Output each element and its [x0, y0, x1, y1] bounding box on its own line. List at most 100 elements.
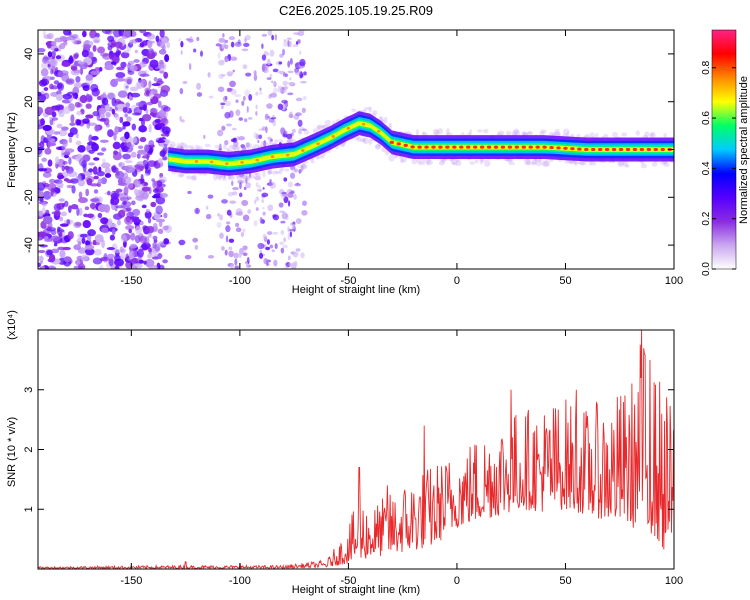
spectrogram-speckle [130, 151, 137, 158]
spectrogram-speckle [112, 152, 122, 161]
spectrogram-speckle [179, 87, 184, 95]
spectrogram-speckle [85, 114, 94, 119]
spectrogram-speckle [224, 249, 228, 256]
spectrogram-speckle [90, 197, 101, 204]
spectrogram-speckle [181, 119, 185, 123]
spectrogram-speckle [421, 131, 426, 136]
spectrogram-speckle [72, 92, 79, 99]
spectrogram-speckle [269, 73, 273, 79]
spectrogram-speckle [38, 249, 46, 254]
spectrogram-speckle [155, 218, 166, 223]
spectrogram-speckle [115, 188, 123, 193]
spectrogram-speckle [617, 161, 625, 168]
spectrogram-speckle [50, 248, 60, 254]
spectrogram-speckle [278, 168, 283, 175]
spectrogram-speckle [266, 77, 272, 81]
spectrogram-speckle [269, 244, 274, 249]
spectrogram-speckle [219, 232, 224, 239]
spectrogram-speckle [276, 70, 282, 74]
spectrogram-speckle [118, 148, 122, 154]
spectrogram-speckle [535, 145, 540, 149]
spectrogram-speckle [523, 158, 531, 163]
spectrogram-speckle [272, 68, 279, 73]
spectrogram-speckle [153, 93, 162, 99]
spectrogram-speckle [179, 115, 182, 122]
spectrogram-speckle [114, 41, 123, 48]
spectrogram-speckle [120, 61, 127, 68]
spectrogram-speckle [92, 257, 103, 265]
spectrogram-speckle [110, 196, 120, 206]
spectrogram-speckle [287, 181, 293, 188]
spectrogram-speckle [75, 140, 82, 146]
spectrogram-speckle [98, 264, 104, 269]
spectrogram-speckle [507, 145, 513, 149]
spectrogram-speckle [157, 252, 163, 260]
spectrogram-speckle [99, 139, 109, 143]
colorbar-tick-label: 0.0 [701, 262, 712, 276]
spectrogram-speckle [450, 157, 455, 165]
spectrogram-speckle [269, 179, 272, 184]
spectrogram-speckle [62, 160, 68, 165]
spectrogram-speckle [126, 116, 132, 122]
spectrogram-speckle [300, 164, 304, 172]
spectrogram-speckle [257, 139, 260, 144]
spectrogram-speckle [119, 197, 130, 202]
spectrogram-speckle [241, 100, 245, 106]
spectrogram-speckle [38, 262, 42, 268]
spectrogram-speckle [58, 232, 63, 238]
spectrogram-speckle [542, 145, 547, 149]
spectrogram-speckle [388, 154, 395, 162]
spectrogram-speckle [73, 221, 82, 229]
spectrogram-speckle [140, 178, 144, 185]
spectrogram-speckle [82, 154, 91, 162]
spectrogram-speckle [85, 74, 94, 81]
spectrogram-speckle [234, 41, 242, 47]
spectrogram-speckle [122, 153, 131, 160]
spectrogram-speckle [453, 160, 458, 166]
spectrogram-speckle [120, 51, 130, 59]
spectrogram-speckle [227, 87, 233, 91]
spectrogram-speckle [84, 244, 95, 250]
spectrogram-speckle [180, 50, 183, 55]
spectrogram-speckle [142, 191, 149, 200]
spectrogram-speckle [195, 208, 199, 214]
spectrogram-speckle [135, 226, 143, 235]
spectrogram-speckle [122, 176, 132, 184]
spectrogram-speckle [400, 159, 405, 163]
spectrogram-speckle [77, 179, 86, 187]
spectrogram-speckle [285, 213, 289, 221]
spectrogram-speckle [41, 62, 49, 70]
spectrogram-speckle [526, 158, 531, 166]
spectrogram-speckle [148, 232, 152, 238]
spectrogram-speckle [207, 254, 215, 259]
spectrogram-speckle [38, 106, 44, 116]
spectrogram-speckle [47, 159, 53, 167]
spectrogram-y-tick-label: -20 [23, 189, 35, 205]
spectrogram-speckle [287, 70, 294, 74]
spectrogram-speckle [411, 158, 418, 165]
spectrogram-speckle [280, 167, 285, 172]
spectrogram-speckle [294, 70, 302, 76]
spectrogram-speckle [268, 168, 273, 173]
spectrogram-speckle [113, 30, 122, 38]
spectrogram-speckle [214, 144, 220, 149]
spectrogram-speckle [375, 144, 381, 149]
spectrogram-speckle [287, 226, 290, 233]
spectrogram-speckle [42, 30, 46, 37]
spectrogram-speckle [245, 176, 249, 181]
spectrogram-speckle [310, 159, 315, 164]
spectrogram-speckle [70, 204, 79, 210]
spectrogram-speckle [142, 159, 148, 165]
spectrogram-speckle [141, 204, 147, 209]
spectrogram-speckle [283, 196, 289, 204]
snr-scale-label: (x10⁴) [6, 310, 18, 340]
spectrogram-speckle [81, 237, 86, 245]
spectrogram-speckle [270, 155, 275, 159]
spectrogram-speckle [317, 124, 324, 131]
spectrogram-speckle [120, 234, 128, 243]
spectrogram-speckle [410, 145, 415, 149]
spectrogram-speckle [320, 125, 326, 129]
spectrogram-speckle [129, 64, 138, 72]
spectrogram-speckle [69, 122, 76, 127]
spectrogram-speckle [144, 144, 150, 153]
